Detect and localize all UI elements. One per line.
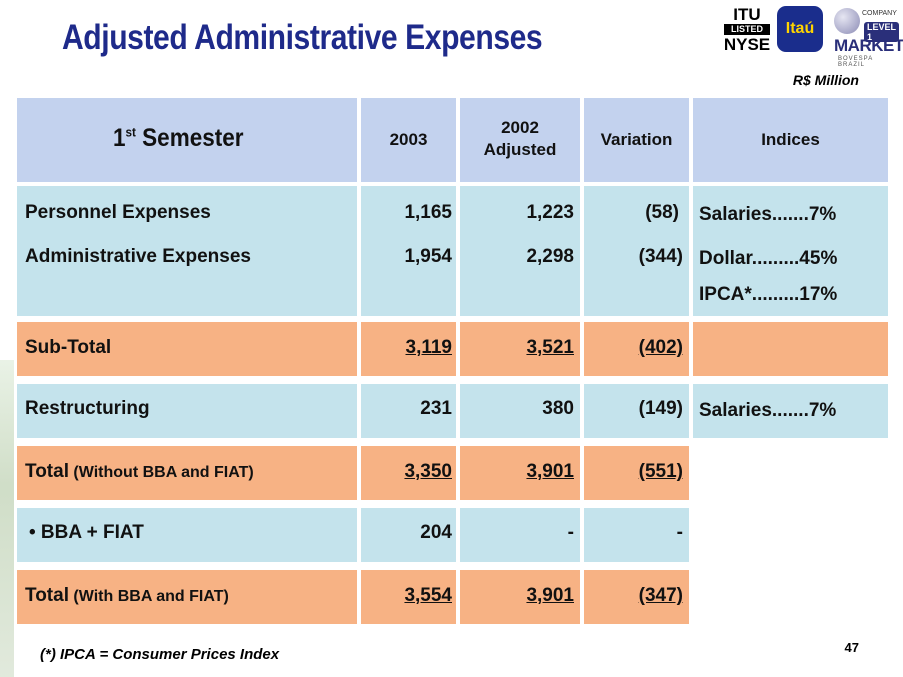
- market-text: MARKET: [834, 36, 903, 55]
- total-without-word: Total: [25, 461, 69, 482]
- total-without-label: Total (Without BBA and FIAT): [25, 461, 254, 483]
- expenses-indices-cell: Salaries.......7% Dollar.........45% IPC…: [693, 186, 888, 316]
- header-2002-cell: 2002 Adjusted: [460, 98, 580, 182]
- administrative-label: Administrative Expenses: [25, 246, 251, 267]
- total-without-2002: 3,901: [526, 461, 574, 482]
- header-2002-year: 2002: [501, 118, 539, 137]
- bba-fiat-2003: 204: [420, 522, 452, 543]
- total-with-word: Total: [25, 585, 69, 606]
- total-without-label-cell: Total (Without BBA and FIAT): [17, 446, 357, 500]
- bba-fiat-variation-cell: -: [584, 508, 689, 562]
- globe-icon: [834, 8, 860, 34]
- restructuring-2003: 231: [420, 398, 452, 419]
- expenses-2003-cell: 1,165 1,954: [361, 186, 456, 316]
- restructuring-2003-cell: 231: [361, 384, 456, 438]
- restructuring-2002-cell: 380: [460, 384, 580, 438]
- subtotal-2003: 3,119: [405, 337, 453, 358]
- nyse-listed-text: LISTED: [724, 24, 770, 35]
- semester-suffix: st: [125, 124, 136, 140]
- personnel-2002: 1,223: [526, 202, 574, 223]
- subtotal-2002-cell: 3,521: [460, 322, 580, 376]
- header-2003-cell: 2003: [361, 98, 456, 182]
- subtotal-2003-cell: 3,119: [361, 322, 456, 376]
- total-with-2002: 3,901: [526, 585, 574, 606]
- subtotal-2002: 3,521: [526, 337, 574, 358]
- total-without-2003: 3,350: [404, 461, 452, 482]
- total-without-2002-cell: 3,901: [460, 446, 580, 500]
- page-number: 47: [844, 640, 859, 655]
- side-decoration: [0, 360, 14, 677]
- total-with-2003-cell: 3,554: [361, 570, 456, 624]
- expenses-2002-cell: 1,223 2,298: [460, 186, 580, 316]
- semester-text: Semester: [135, 124, 244, 152]
- administrative-2002: 2,298: [526, 246, 574, 267]
- restructuring-variation: (149): [638, 398, 683, 419]
- page-title: Adjusted Administrative Expenses: [62, 18, 543, 57]
- header-indices: Indices: [761, 130, 820, 149]
- total-with-label: Total (With BBA and FIAT): [25, 585, 229, 607]
- total-with-variation-cell: (347): [584, 570, 689, 624]
- restructuring-index-salaries: Salaries.......7%: [699, 400, 837, 421]
- subtotal-variation-cell: (402): [584, 322, 689, 376]
- total-without-variation-cell: (551): [584, 446, 689, 500]
- total-without-qualifier: (Without BBA and FIAT): [68, 464, 254, 481]
- expenses-label-cell: Personnel Expenses Administrative Expens…: [17, 186, 357, 316]
- administrative-variation: (344): [638, 246, 683, 267]
- restructuring-2002: 380: [542, 398, 574, 419]
- bba-fiat-2002-cell: -: [460, 508, 580, 562]
- index-ipca: IPCA*.........17%: [699, 284, 838, 305]
- personnel-2003: 1,165: [404, 202, 452, 223]
- restructuring-label-cell: Restructuring: [17, 384, 357, 438]
- bba-fiat-label-cell: • BBA + FIAT: [17, 508, 357, 562]
- bba-fiat-2002: -: [567, 522, 574, 543]
- total-with-variation: (347): [638, 585, 683, 606]
- total-without-2003-cell: 3,350: [361, 446, 456, 500]
- header-variation: Variation: [600, 130, 673, 149]
- level-badge: LEVEL 1: [864, 22, 899, 42]
- restructuring-label: Restructuring: [25, 398, 150, 419]
- subtotal-indices-cell: [693, 322, 888, 376]
- restructuring-indices-cell: Salaries.......7%: [693, 384, 888, 438]
- header-semester: 1st Semester: [113, 124, 244, 153]
- total-with-2002-cell: 3,901: [460, 570, 580, 624]
- header-indices-cell: Indices: [693, 98, 888, 182]
- bba-fiat-2003-cell: 204: [361, 508, 456, 562]
- semester-number: 1: [113, 124, 126, 152]
- header-2003: 2003: [389, 130, 428, 149]
- restructuring-variation-cell: (149): [584, 384, 689, 438]
- header-semester-cell: 1st Semester: [17, 98, 357, 182]
- personnel-variation: (58): [645, 202, 679, 223]
- total-with-label-cell: Total (With BBA and FIAT): [17, 570, 357, 624]
- level1-market-logo: COMPANY LEVEL 1 MARKET BOVESPA BRAZIL: [832, 6, 903, 68]
- nyse-logo: ITU LISTED NYSE: [718, 6, 776, 56]
- expenses-variation-cell: (58) (344): [584, 186, 689, 316]
- total-with-2003: 3,554: [404, 585, 452, 606]
- total-with-qualifier: (With BBA and FIAT): [68, 588, 229, 605]
- subtotal-variation: (402): [638, 337, 683, 358]
- subtotal-label: Sub-Total: [25, 337, 112, 358]
- header-variation-cell: Variation: [584, 98, 689, 182]
- level-company-text: COMPANY: [862, 10, 897, 17]
- total-without-variation: (551): [638, 461, 683, 482]
- header-2002-adjusted: Adjusted: [483, 140, 557, 159]
- bba-fiat-variation: -: [676, 522, 683, 543]
- footnote: (*) IPCA = Consumer Prices Index: [40, 646, 280, 663]
- itau-logo: Itaú: [777, 6, 823, 52]
- index-salaries: Salaries.......7%: [699, 204, 837, 225]
- nyse-name-text: NYSE: [723, 35, 771, 54]
- nyse-ticker-text: ITU: [733, 5, 761, 24]
- administrative-2003: 1,954: [404, 246, 452, 267]
- bovespa-text: BOVESPA BRAZIL: [838, 56, 873, 68]
- units-label: R$ Million: [792, 72, 859, 88]
- bba-fiat-label: • BBA + FIAT: [29, 522, 144, 543]
- index-dollar: Dollar.........45%: [699, 248, 838, 269]
- personnel-label: Personnel Expenses: [25, 202, 211, 223]
- subtotal-label-cell: Sub-Total: [17, 322, 357, 376]
